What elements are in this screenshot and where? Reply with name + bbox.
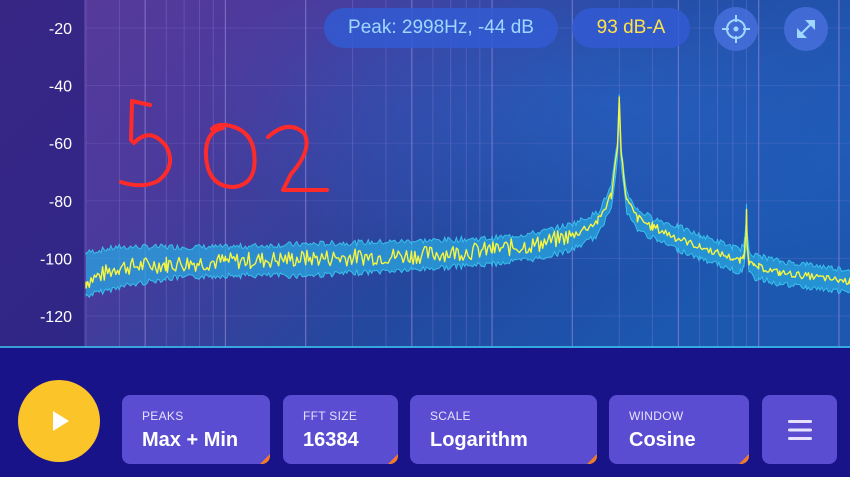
handwritten-digit-0 (203, 122, 257, 189)
fft-size-label: FFT SIZE (303, 409, 358, 423)
window-selector[interactable]: WINDOW Cosine (609, 395, 749, 464)
play-button[interactable] (18, 380, 100, 462)
target-button[interactable] (714, 7, 758, 51)
expand-icon (797, 20, 815, 38)
y-tick-label: -40 (49, 79, 72, 96)
spectrum-chart[interactable]: -20-40-60-80-100-120 501002005001k2k5k10… (0, 0, 850, 348)
dropdown-corner-icon (388, 454, 398, 464)
peaks-selector[interactable]: PEAKS Max + Min (122, 395, 270, 464)
peak-readout: Peak: 2998Hz, -44 dB (324, 8, 558, 48)
scale-value: Logarithm (430, 429, 528, 451)
play-icon (53, 411, 69, 431)
y-axis-panel (0, 0, 84, 348)
peaks-label: PEAKS (142, 409, 184, 423)
y-tick-label: -60 (49, 136, 72, 153)
scale-selector[interactable]: SCALE Logarithm (410, 395, 597, 464)
crosshair-icon (722, 15, 750, 43)
dropdown-corner-icon (260, 454, 270, 464)
handwritten-digit-2 (266, 125, 329, 192)
dropdown-corner-icon (587, 454, 597, 464)
fft-size-value: 16384 (303, 429, 359, 451)
handwritten-digit-5 (119, 99, 173, 188)
y-tick-label: -120 (40, 309, 72, 326)
chart-glow (0, 0, 850, 348)
dropdown-corner-icon (739, 454, 749, 464)
y-tick-label: -100 (40, 251, 72, 268)
y-tick-label: -80 (49, 194, 72, 211)
spectrum-trace (85, 96, 850, 289)
expand-button[interactable] (784, 7, 828, 51)
scale-label: SCALE (430, 409, 471, 423)
window-value: Cosine (629, 429, 696, 451)
handwritten-annotation (119, 99, 329, 192)
y-tick-label: -20 (49, 21, 72, 38)
fft-size-selector[interactable]: FFT SIZE 16384 (283, 395, 398, 464)
window-label: WINDOW (629, 409, 684, 423)
hamburger-menu-icon (787, 419, 812, 440)
menu-button[interactable] (762, 395, 837, 464)
peaks-value: Max + Min (142, 429, 239, 451)
level-readout: 93 dB-A (572, 8, 690, 48)
peak-min-edge (85, 114, 850, 299)
peak-max-edge (85, 94, 850, 273)
